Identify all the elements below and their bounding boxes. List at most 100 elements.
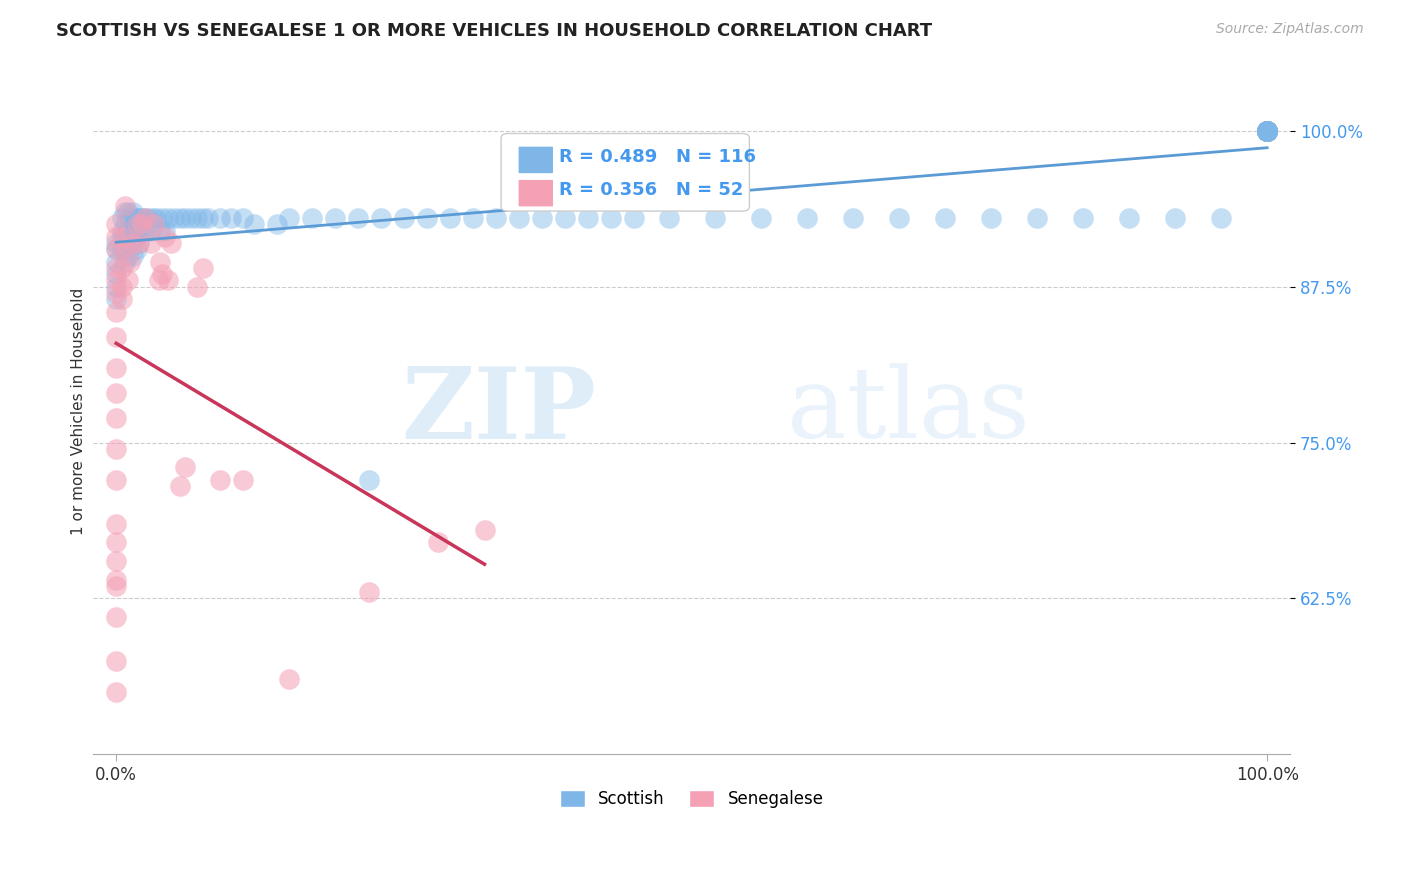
Point	[105, 554, 128, 568]
Point	[439, 211, 461, 226]
Point	[117, 224, 139, 238]
Point	[359, 585, 381, 599]
Point	[163, 211, 186, 226]
Point	[174, 211, 197, 226]
Point	[197, 211, 219, 226]
Legend: Scottish, Senegalese: Scottish, Senegalese	[553, 783, 831, 814]
Point	[105, 535, 128, 549]
Point	[117, 205, 139, 219]
Point	[128, 211, 150, 226]
Point	[1164, 211, 1187, 226]
Point	[277, 673, 299, 687]
Point	[474, 523, 496, 537]
Point	[1256, 124, 1278, 138]
Point	[105, 242, 128, 256]
Point	[1256, 124, 1278, 138]
Point	[105, 654, 128, 668]
Point	[105, 260, 128, 275]
Point	[1256, 124, 1278, 138]
Point	[1256, 124, 1278, 138]
Point	[243, 218, 266, 232]
Point	[149, 254, 172, 268]
Point	[125, 242, 148, 256]
Point	[111, 229, 134, 244]
Point	[1256, 124, 1278, 138]
Point	[208, 473, 231, 487]
Point	[359, 473, 381, 487]
Point	[934, 211, 956, 226]
Point	[118, 254, 141, 268]
Point	[1256, 124, 1278, 138]
Point	[114, 199, 136, 213]
Point	[156, 273, 179, 287]
Point	[112, 242, 135, 256]
Point	[600, 211, 623, 226]
Point	[323, 211, 346, 226]
Point	[508, 211, 530, 226]
Point	[114, 218, 136, 232]
Point	[105, 292, 128, 306]
Point	[796, 211, 818, 226]
Point	[111, 242, 134, 256]
Point	[134, 211, 156, 226]
Point	[125, 218, 148, 232]
Text: atlas: atlas	[787, 363, 1031, 459]
Point	[138, 211, 160, 226]
Point	[118, 211, 141, 226]
Point	[150, 267, 173, 281]
Point	[1256, 124, 1278, 138]
Point	[1256, 124, 1278, 138]
Point	[118, 235, 141, 250]
Point	[232, 211, 254, 226]
Point	[105, 254, 128, 268]
Point	[117, 248, 139, 262]
Point	[1256, 124, 1278, 138]
Point	[1256, 124, 1278, 138]
Point	[125, 229, 148, 244]
Point	[1256, 124, 1278, 138]
Y-axis label: 1 or more Vehicles in Household: 1 or more Vehicles in Household	[72, 288, 86, 535]
Point	[131, 211, 153, 226]
Point	[749, 211, 772, 226]
Point	[117, 273, 139, 287]
Text: Source: ZipAtlas.com: Source: ZipAtlas.com	[1216, 22, 1364, 37]
Point	[153, 224, 176, 238]
Point	[658, 211, 681, 226]
Point	[1256, 124, 1278, 138]
Point	[623, 211, 645, 226]
Point	[128, 235, 150, 250]
Point	[134, 211, 156, 226]
Point	[301, 211, 323, 226]
Point	[1256, 124, 1278, 138]
Point	[105, 360, 128, 375]
Point	[105, 273, 128, 287]
Point	[427, 535, 450, 549]
Point	[186, 279, 208, 293]
Point	[122, 224, 145, 238]
Point	[105, 385, 128, 400]
Point	[105, 516, 128, 531]
Point	[114, 242, 136, 256]
Point	[105, 579, 128, 593]
Point	[111, 224, 134, 238]
Point	[122, 205, 145, 219]
Point	[105, 304, 128, 318]
Point	[131, 224, 153, 238]
Point	[842, 211, 865, 226]
Point	[105, 229, 128, 244]
Text: ZIP: ZIP	[401, 363, 596, 460]
Point	[128, 235, 150, 250]
Point	[370, 211, 392, 226]
Point	[1256, 124, 1278, 138]
Point	[1256, 124, 1278, 138]
Point	[208, 211, 231, 226]
Point	[392, 211, 415, 226]
Point	[169, 211, 191, 226]
Point	[980, 211, 1002, 226]
Point	[1026, 211, 1049, 226]
Point	[114, 229, 136, 244]
Point	[1256, 124, 1278, 138]
Point	[485, 211, 508, 226]
Point	[105, 279, 128, 293]
Point	[1209, 211, 1232, 226]
